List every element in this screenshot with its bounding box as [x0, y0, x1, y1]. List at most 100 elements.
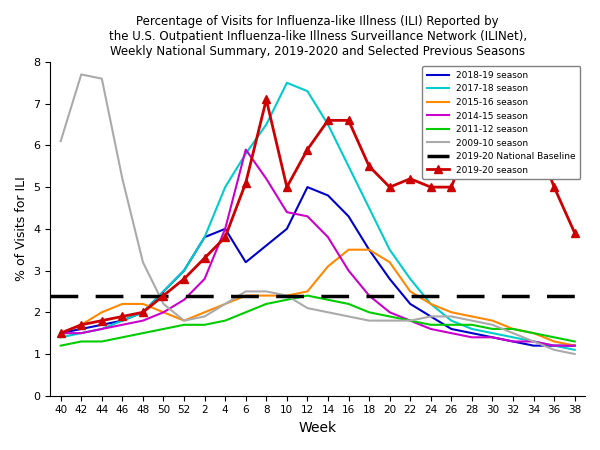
2014-15 season	[221, 226, 229, 232]
2015-16 season	[181, 318, 188, 323]
2019-20 season	[263, 97, 270, 102]
2011-12 season	[571, 339, 578, 344]
2017-18 season	[221, 184, 229, 190]
2018-19 season	[386, 276, 393, 282]
2009-10 season	[407, 318, 414, 323]
2011-12 season	[386, 314, 393, 319]
2018-19 season	[221, 226, 229, 232]
Line: 2009-10 season: 2009-10 season	[61, 74, 575, 354]
2011-12 season	[489, 326, 496, 332]
2019-20 season	[201, 255, 208, 261]
2017-18 season	[263, 122, 270, 127]
2015-16 season	[427, 301, 434, 306]
2018-19 season	[365, 247, 373, 252]
2011-12 season	[181, 322, 188, 328]
2011-12 season	[448, 322, 455, 328]
2009-10 season	[283, 293, 290, 298]
2015-16 season	[119, 301, 126, 306]
2017-18 season	[571, 347, 578, 352]
2011-12 season	[407, 318, 414, 323]
2011-12 season	[365, 310, 373, 315]
2015-16 season	[345, 247, 352, 252]
2011-12 season	[325, 297, 332, 302]
2019-20 season	[325, 117, 332, 123]
2018-19 season	[345, 214, 352, 219]
2011-12 season	[160, 326, 167, 332]
2015-16 season	[386, 260, 393, 265]
2018-19 season	[57, 330, 64, 336]
2014-15 season	[386, 310, 393, 315]
2019-20 season	[304, 147, 311, 152]
2017-18 season	[201, 234, 208, 240]
2019-20 season	[509, 163, 517, 169]
2018-19 season	[304, 184, 311, 190]
2014-15 season	[407, 318, 414, 323]
2015-16 season	[160, 310, 167, 315]
2019-20 season	[407, 176, 414, 181]
X-axis label: Week: Week	[299, 421, 337, 435]
2014-15 season	[571, 343, 578, 348]
2015-16 season	[448, 310, 455, 315]
2019-20 National Baseline	[77, 293, 85, 298]
2019-20 season	[469, 130, 476, 135]
2017-18 season	[386, 247, 393, 252]
Line: 2019-20 season: 2019-20 season	[56, 95, 579, 338]
2014-15 season	[345, 268, 352, 273]
2015-16 season	[98, 310, 106, 315]
2017-18 season	[57, 335, 64, 340]
2009-10 season	[201, 314, 208, 319]
2018-19 season	[119, 318, 126, 323]
2011-12 season	[509, 326, 517, 332]
2018-19 season	[571, 343, 578, 348]
2018-19 season	[263, 243, 270, 248]
2017-18 season	[77, 330, 85, 336]
Title: Percentage of Visits for Influenza-like Illness (ILI) Reported by
the U.S. Outpa: Percentage of Visits for Influenza-like …	[109, 15, 527, 58]
2009-10 season	[427, 314, 434, 319]
2015-16 season	[407, 289, 414, 294]
2017-18 season	[98, 326, 106, 332]
2011-12 season	[469, 322, 476, 328]
2014-15 season	[325, 234, 332, 240]
Line: 2017-18 season: 2017-18 season	[61, 83, 575, 350]
2017-18 season	[365, 205, 373, 211]
2014-15 season	[57, 330, 64, 336]
2019-20 season	[365, 163, 373, 169]
2014-15 season	[469, 335, 476, 340]
2015-16 season	[571, 343, 578, 348]
Legend: 2018-19 season, 2017-18 season, 2015-16 season, 2014-15 season, 2011-12 season, : 2018-19 season, 2017-18 season, 2015-16 …	[422, 67, 580, 179]
2015-16 season	[489, 318, 496, 323]
2015-16 season	[242, 293, 250, 298]
2009-10 season	[181, 318, 188, 323]
2011-12 season	[345, 301, 352, 306]
2009-10 season	[139, 260, 146, 265]
2011-12 season	[283, 297, 290, 302]
2019-20 season	[160, 293, 167, 298]
2015-16 season	[201, 310, 208, 315]
2019-20 season	[98, 318, 106, 323]
2017-18 season	[551, 343, 558, 348]
2011-12 season	[77, 339, 85, 344]
2014-15 season	[77, 330, 85, 336]
2019-20 season	[221, 234, 229, 240]
2018-19 season	[242, 260, 250, 265]
2017-18 season	[304, 89, 311, 94]
2011-12 season	[427, 322, 434, 328]
2011-12 season	[57, 343, 64, 348]
2018-19 season	[489, 335, 496, 340]
2018-19 season	[283, 226, 290, 232]
Line: 2015-16 season: 2015-16 season	[61, 250, 575, 346]
2018-19 season	[98, 322, 106, 328]
2009-10 season	[57, 139, 64, 144]
2011-12 season	[551, 335, 558, 340]
2019-20 season	[386, 184, 393, 190]
2009-10 season	[530, 339, 537, 344]
2015-16 season	[325, 264, 332, 269]
2014-15 season	[98, 326, 106, 332]
2017-18 season	[119, 318, 126, 323]
2009-10 season	[469, 318, 476, 323]
2018-19 season	[509, 339, 517, 344]
2017-18 season	[407, 276, 414, 282]
2009-10 season	[365, 318, 373, 323]
2014-15 season	[530, 339, 537, 344]
2009-10 season	[345, 314, 352, 319]
